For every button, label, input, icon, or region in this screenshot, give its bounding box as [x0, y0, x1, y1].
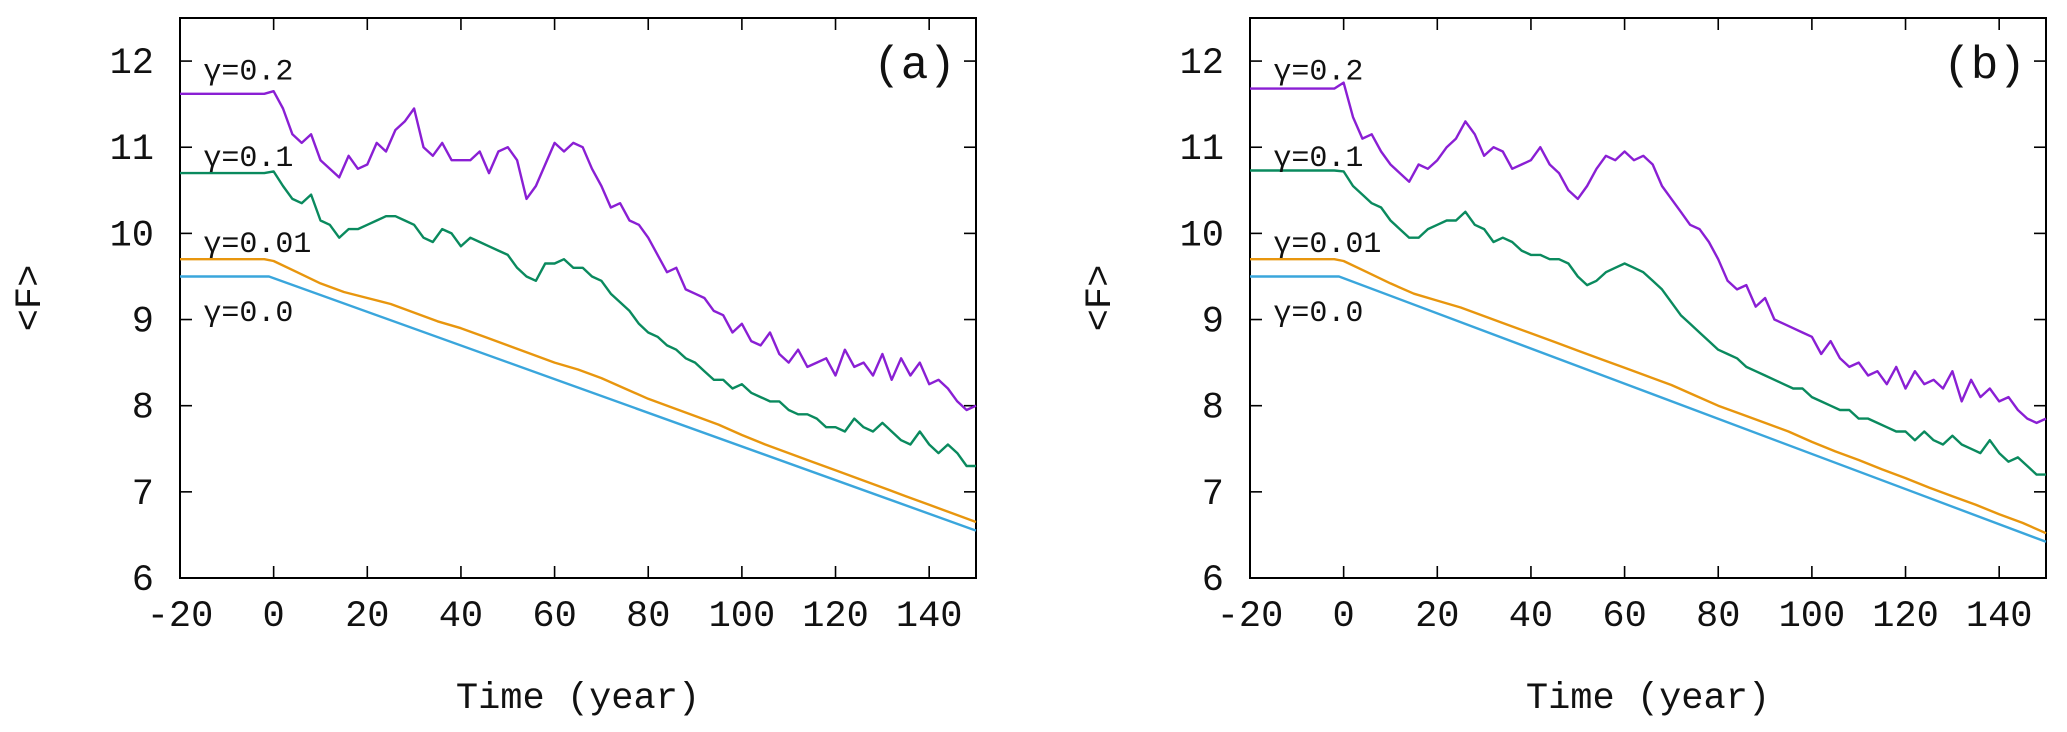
panel-b: -20 0 20 40 60 80 100 120 140 6 7 8 9 10 11 12 Time (yea… — [1080, 17, 2047, 720]
y-tick-label: 9 — [1202, 302, 1224, 344]
x-tick-label: 60 — [1602, 596, 1646, 638]
series-line-2 — [1250, 258, 2047, 535]
y-tick-label: 8 — [1202, 388, 1224, 430]
series-label-0: γ=0.2 — [1273, 56, 1363, 90]
x-tick-label: 20 — [1415, 596, 1459, 638]
series-line-2 — [180, 258, 977, 524]
x-axis-label: Time (year) — [456, 678, 700, 720]
x-tick-label: 100 — [1779, 596, 1846, 638]
x-tick-label: 60 — [532, 596, 576, 638]
y-tick-label: 7 — [1202, 474, 1224, 516]
y-tick-label: 11 — [1180, 129, 1224, 171]
x-tick-label: 20 — [345, 596, 389, 638]
x-tick-label: 80 — [626, 596, 670, 638]
series-label-3: γ=0.0 — [203, 297, 293, 331]
y-tick-label: 12 — [110, 43, 154, 85]
series-line-0 — [1250, 81, 2047, 425]
plot-frame — [1249, 17, 2047, 579]
series-label-0: γ=0.2 — [203, 56, 293, 90]
y-tick-label: 10 — [110, 215, 154, 257]
x-tick-label: 120 — [1872, 596, 1939, 638]
x-tick-label: 40 — [439, 596, 483, 638]
x-tick-label: 80 — [1696, 596, 1740, 638]
x-tick-label: 100 — [709, 596, 776, 638]
series-line-1 — [180, 170, 976, 468]
panel-a: -20 0 20 40 60 80 100 120 140 6 7 8 9 10 11 12 Time (yea… — [10, 17, 977, 720]
panel-label: (b) — [1943, 40, 2026, 92]
x-tick-label: 120 — [802, 596, 869, 638]
x-tick-label: -20 — [147, 596, 214, 638]
x-tick-label: 40 — [1509, 596, 1553, 638]
y-tick-label: 12 — [1180, 43, 1224, 85]
y-tick-label: 8 — [132, 388, 154, 430]
x-tick-label: 0 — [1333, 596, 1355, 638]
series-line-1 — [1250, 169, 2046, 476]
y-tick-label: 10 — [1180, 215, 1224, 257]
y-tick-label: 11 — [110, 129, 154, 171]
y-axis-label: <F> — [1080, 265, 1122, 332]
series-label-2: γ=0.01 — [1273, 228, 1381, 262]
y-tick-label: 7 — [132, 474, 154, 516]
series-label-3: γ=0.0 — [1273, 297, 1363, 331]
series-line-0 — [180, 89, 977, 412]
series-line-3 — [180, 275, 977, 532]
y-tick-label: 6 — [1202, 560, 1224, 602]
panel-label: (a) — [873, 40, 956, 92]
y-tick-label: 6 — [132, 560, 154, 602]
series-line-3 — [1250, 275, 2047, 543]
x-axis-label: Time (year) — [1526, 678, 1770, 720]
plot-frame — [179, 17, 977, 579]
series-label-1: γ=0.1 — [203, 142, 293, 176]
x-tick-label: 140 — [896, 596, 963, 638]
y-tick-label: 9 — [132, 302, 154, 344]
series-label-1: γ=0.1 — [1273, 142, 1363, 176]
x-tick-label: -20 — [1217, 596, 1284, 638]
series-label-2: γ=0.01 — [203, 228, 311, 262]
y-axis-label: <F> — [10, 265, 52, 332]
x-tick-label: 140 — [1966, 596, 2033, 638]
x-tick-label: 0 — [263, 596, 285, 638]
